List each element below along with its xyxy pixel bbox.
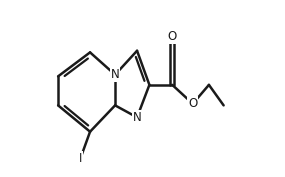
- Text: N: N: [133, 111, 141, 124]
- Text: I: I: [79, 152, 82, 165]
- Text: O: O: [168, 30, 177, 44]
- Text: O: O: [188, 97, 198, 110]
- Text: N: N: [111, 68, 119, 81]
